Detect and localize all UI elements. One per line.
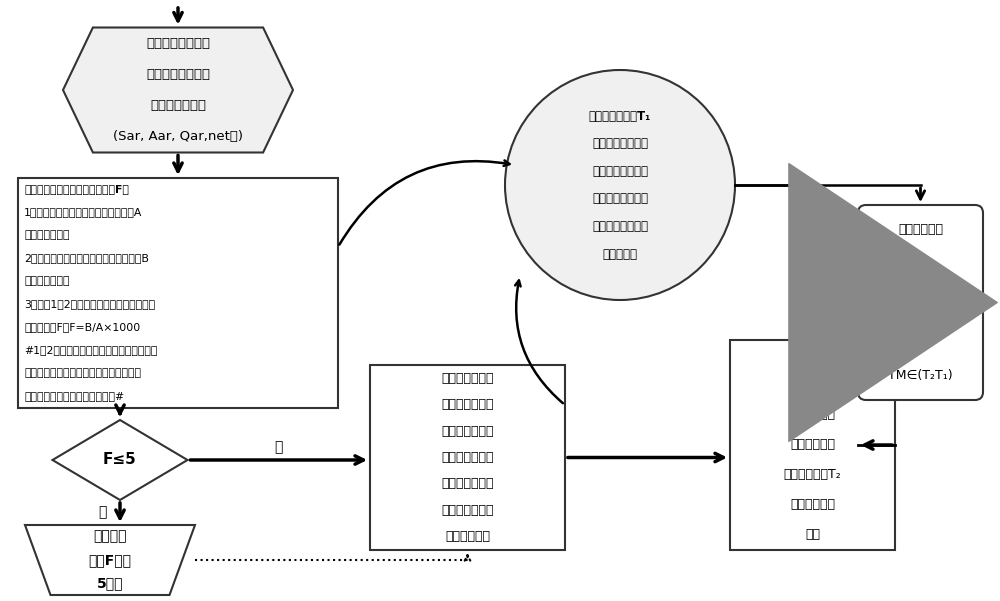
Text: 据煤质分析报告获: 据煤质分析报告获 — [146, 68, 210, 81]
Polygon shape — [52, 420, 188, 500]
Text: 告提供的燃煤特性: 告提供的燃煤特性 — [592, 192, 648, 206]
Text: #1）2）的估算过程主要依据硫元素在锅炉: #1）2）的估算过程主要依据硫元素在锅炉 — [24, 346, 157, 356]
Text: 3）利用1）2）所得数据，根据公式计算腐: 3）利用1）2）所得数据，根据公式计算腐 — [24, 299, 155, 310]
Text: 优化控制温度T₂: 优化控制温度T₂ — [784, 469, 841, 481]
Text: 与烟温关系的: 与烟温关系的 — [790, 409, 835, 421]
Text: （实测或估算）: （实测或估算） — [24, 276, 70, 287]
Text: 估算除尘设备低温腐蚀风险因子F：: 估算除尘设备低温腐蚀风险因子F： — [24, 185, 129, 195]
Text: 和脱硝系统转化规律、烟尘生成与排放规: 和脱硝系统转化规律、烟尘生成与排放规 — [24, 368, 141, 379]
Text: 温除尘器最优运: 温除尘器最优运 — [441, 451, 494, 464]
Text: 取燃煤特性参数: 取燃煤特性参数 — [150, 99, 206, 112]
Text: 与亚微米颗粒物: 与亚微米颗粒物 — [441, 398, 494, 411]
Text: 通过混煤: 通过混煤 — [93, 529, 127, 544]
FancyBboxPatch shape — [370, 365, 565, 550]
Text: 5以内: 5以内 — [97, 576, 123, 590]
Text: 参数，根据酸露点: 参数，根据酸露点 — [592, 220, 648, 233]
Text: TM∈(T₂T₁): TM∈(T₂T₁) — [888, 369, 953, 382]
Text: 律、物料平衡和物质能量守恒等#: 律、物料平衡和物质能量守恒等# — [24, 391, 124, 401]
Polygon shape — [25, 525, 195, 595]
Text: 低低温除尘器: 低低温除尘器 — [898, 223, 943, 236]
Text: 根据亚微米颗: 根据亚微米颗 — [790, 349, 835, 361]
FancyBboxPatch shape — [858, 205, 983, 400]
Text: （最佳运行温度: （最佳运行温度 — [441, 504, 494, 517]
Text: （利用煤质分析报: （利用煤质分析报 — [592, 165, 648, 178]
Text: 控制机理的低低: 控制机理的低低 — [441, 424, 494, 438]
Text: 下限: 下限 — [805, 528, 820, 542]
Text: 估算烟气酸露点T₁: 估算烟气酸露点T₁ — [589, 109, 651, 123]
Polygon shape — [63, 28, 293, 153]
Text: 否: 否 — [98, 505, 106, 519]
Text: 基于酸露点估算: 基于酸露点估算 — [441, 371, 494, 385]
Text: （实测或估算）: （实测或估算） — [24, 231, 70, 240]
Text: 降低F值至: 降低F值至 — [88, 553, 132, 567]
Text: 行烟温控制策略: 行烟温控制策略 — [441, 477, 494, 490]
Text: 范围的计算）: 范围的计算） — [445, 530, 490, 543]
Text: 2）获取除尘器入口烟道内硫酸雾浓度值B: 2）获取除尘器入口烟道内硫酸雾浓度值B — [24, 254, 149, 263]
Text: 最优运行烟温: 最优运行烟温 — [898, 272, 943, 285]
Text: 1）获取除尘器入口烟道内烟尘浓度值A: 1）获取除尘器入口烟道内烟尘浓度值A — [24, 207, 142, 218]
Text: 检测燃用煤种，根: 检测燃用煤种，根 — [146, 37, 210, 50]
Text: 是: 是 — [275, 440, 283, 454]
FancyBboxPatch shape — [730, 340, 895, 550]
Text: 公式计算）: 公式计算） — [602, 248, 638, 260]
Text: 粒物脱除效率: 粒物脱除效率 — [790, 379, 835, 391]
Circle shape — [505, 70, 735, 300]
Text: F≤5: F≤5 — [103, 453, 137, 468]
Text: 蚀风险因子F，F=B/A×1000: 蚀风险因子F，F=B/A×1000 — [24, 323, 140, 332]
Text: (Sar, Aar, Qar,net等): (Sar, Aar, Qar,net等) — [113, 130, 243, 144]
Text: 试验结果设置: 试验结果设置 — [790, 439, 835, 451]
Text: 作为运行温度上限: 作为运行温度上限 — [592, 137, 648, 150]
FancyBboxPatch shape — [18, 178, 338, 408]
Text: TM，应有: TM，应有 — [900, 320, 941, 334]
Text: 作为运行温度: 作为运行温度 — [790, 498, 835, 511]
